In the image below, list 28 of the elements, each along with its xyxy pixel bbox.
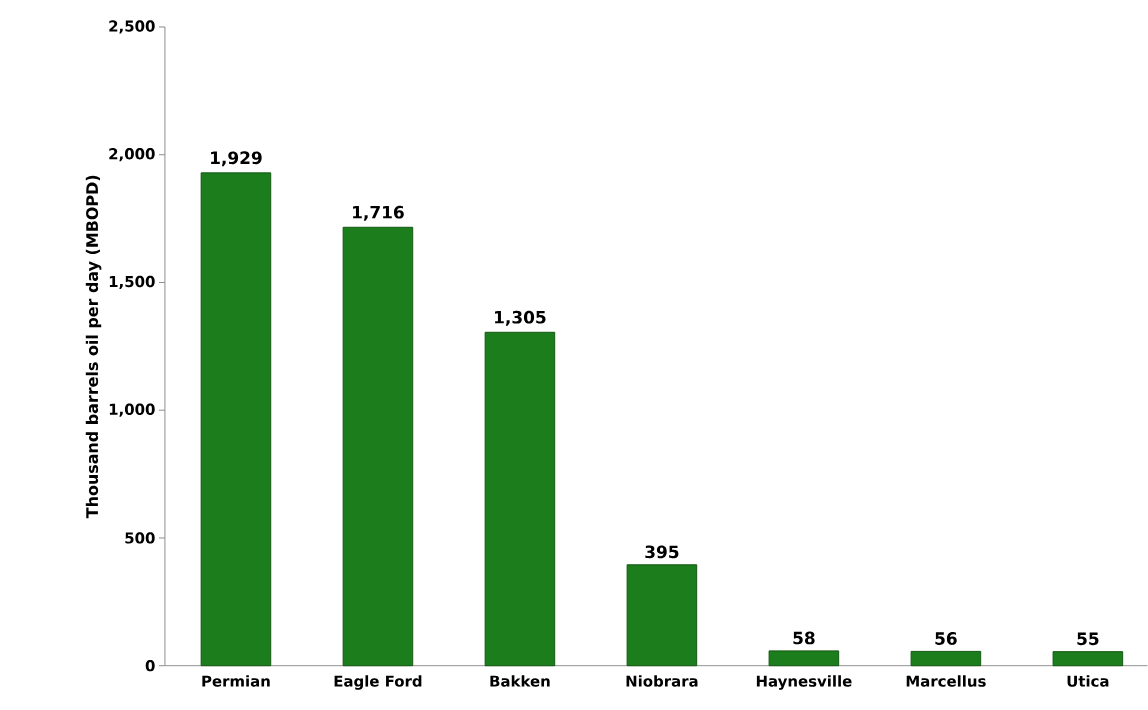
- data-label: 1,305: [495, 310, 546, 326]
- bar: [626, 564, 698, 667]
- x-tick-label: Permian: [202, 675, 270, 687]
- x-tick-label: Eagle Ford: [334, 675, 422, 690]
- y-tick-label: 2,000: [109, 148, 155, 162]
- bar: [484, 331, 556, 667]
- x-tick-label: Bakken: [490, 675, 550, 687]
- data-label: 1,929: [211, 151, 262, 167]
- bar: [342, 226, 414, 667]
- bar: [910, 651, 982, 667]
- x-tick-label: Marcellus: [906, 675, 986, 687]
- bar: [200, 172, 272, 667]
- x-tick-label: Haynesville: [756, 675, 852, 690]
- data-label: 58: [793, 631, 815, 645]
- bar: [1052, 651, 1124, 667]
- data-label: 55: [1077, 632, 1099, 646]
- data-label: 56: [935, 632, 957, 646]
- y-tick-label: 0: [145, 660, 155, 672]
- x-tick-label: Utica: [1067, 675, 1109, 687]
- y-tick-label: 500: [125, 532, 155, 544]
- bar: [768, 650, 840, 667]
- y-tick-label: 1,000: [109, 403, 155, 417]
- data-label: 395: [645, 545, 679, 559]
- x-tick-label: Niobrara: [626, 675, 698, 687]
- y-axis-title: Thousand barrels oil per day (MBOPD): [85, 175, 102, 519]
- data-label: 1,716: [353, 205, 404, 221]
- y-tick-label: 1,500: [109, 276, 155, 290]
- y-tick-label: 2,500: [109, 20, 155, 34]
